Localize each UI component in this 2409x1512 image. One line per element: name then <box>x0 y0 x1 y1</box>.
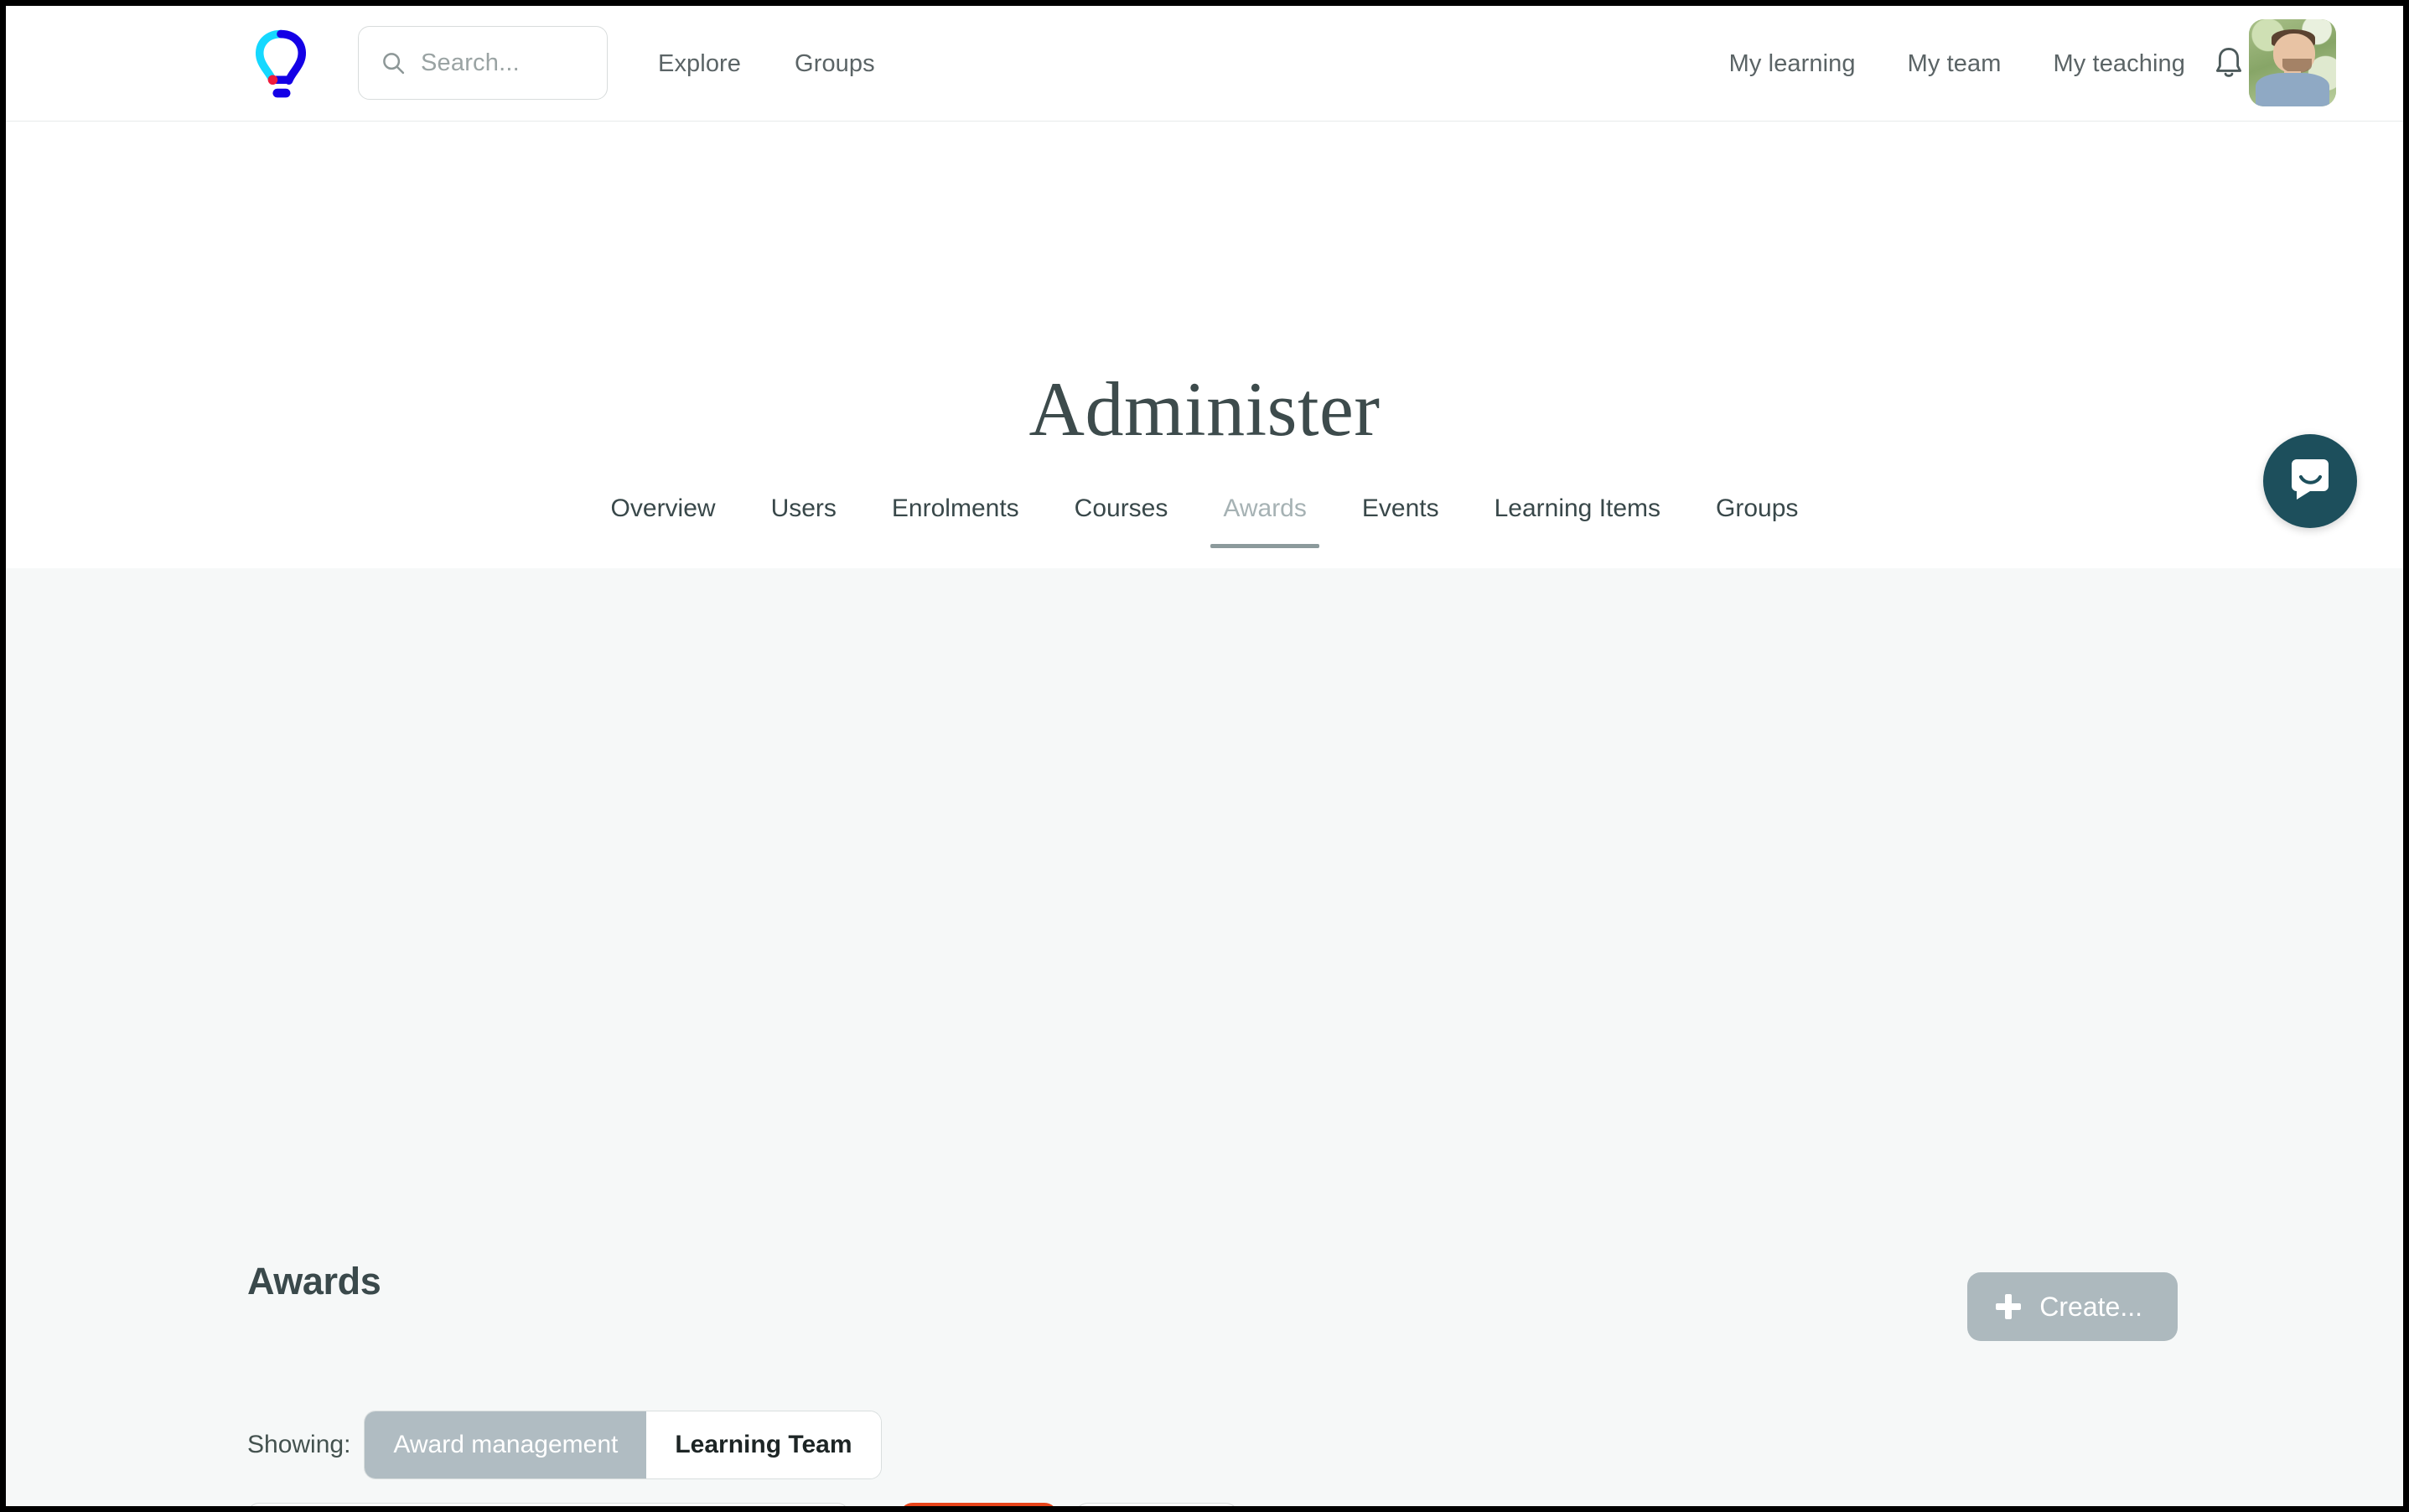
tab-courses[interactable]: Courses <box>1074 495 1168 522</box>
tab-events[interactable]: Events <box>1361 495 1439 522</box>
plus-icon <box>1996 1294 2022 1319</box>
global-search-input[interactable]: Search... <box>358 26 608 100</box>
notification-bell-icon[interactable] <box>2210 45 2247 84</box>
filter-button[interactable]: Filter <box>899 1503 1058 1506</box>
tab-overview[interactable]: Overview <box>610 495 716 522</box>
search-icon <box>383 53 405 75</box>
global-search-placeholder: Search... <box>421 49 520 76</box>
nav-link-my-teaching[interactable]: My teaching <box>2053 49 2185 77</box>
page-header: Administer Overview Users Enrolments Cou… <box>6 122 2403 568</box>
nav-link-explore[interactable]: Explore <box>658 49 742 77</box>
create-button[interactable]: Create... <box>1967 1272 2178 1341</box>
tab-awards[interactable]: Awards <box>1195 491 1334 548</box>
segment-learning-team[interactable]: Learning Team <box>646 1411 881 1478</box>
config-button[interactable]: Config <box>1074 1503 1240 1506</box>
table-tools-row: Search Filter Config <box>247 1503 1240 1506</box>
create-button-label: Create... <box>2039 1291 2142 1322</box>
tab-enrolments[interactable]: Enrolments <box>891 495 1019 522</box>
lightbulb-logo[interactable] <box>241 24 321 105</box>
showing-filter-row: Showing: Award management Learning Team <box>247 1411 882 1479</box>
app-screen: Search... Explore Groups My learning My … <box>6 6 2403 1506</box>
user-avatar[interactable] <box>2249 19 2336 106</box>
nav-link-my-team[interactable]: My team <box>1907 49 2002 77</box>
tab-learning-items[interactable]: Learning Items <box>1494 495 1661 522</box>
scope-segmented-control: Award management Learning Team <box>364 1411 882 1479</box>
tab-users[interactable]: Users <box>770 495 837 522</box>
chat-widget-button[interactable] <box>2263 434 2357 528</box>
segment-award-management[interactable]: Award management <box>365 1411 647 1478</box>
tab-groups[interactable]: Groups <box>1716 495 1799 522</box>
top-navigation-bar: Search... Explore Groups My learning My … <box>6 6 2403 122</box>
page-title: Administer <box>1028 366 1381 452</box>
primary-nav-links: Explore Groups <box>658 6 875 122</box>
chat-bubble-icon <box>2292 459 2329 500</box>
admin-tabs: Overview Users Enrolments Courses Awards… <box>6 491 2403 568</box>
secondary-nav-links: My learning My team My teaching <box>1729 6 2185 122</box>
table-search-input[interactable]: Search <box>247 1503 849 1506</box>
section-title: Awards <box>247 1260 381 1302</box>
nav-link-my-learning[interactable]: My learning <box>1728 49 1856 77</box>
nav-link-groups[interactable]: Groups <box>795 49 875 77</box>
showing-label: Showing: <box>247 1431 351 1458</box>
